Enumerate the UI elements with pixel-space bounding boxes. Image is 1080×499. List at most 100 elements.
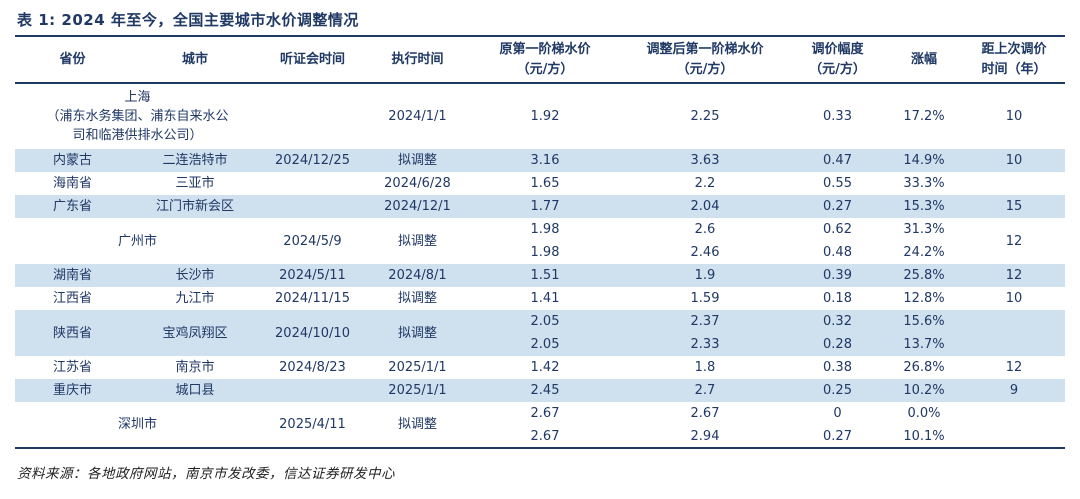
table-cell: 10.1% [903, 428, 945, 444]
table-cell: 1.9 [620, 264, 790, 287]
table-cell: 9 [963, 379, 1065, 402]
col-header-increase-pct: 涨幅 [885, 36, 963, 84]
table-cell: 2024/5/9 [283, 233, 342, 249]
table-cell [963, 402, 1065, 448]
table-cell: 24.2% [903, 245, 945, 260]
table-cell: 三亚市 [175, 176, 215, 191]
col-header-hearing-date: 听证会时间 [260, 36, 365, 84]
table-cell: 拟调整 [365, 149, 470, 172]
table-cell: 10 [1005, 291, 1023, 306]
col-header-years-since-last: 距上次调价 时间（年） [963, 36, 1065, 84]
table-cell: 2025/1/1 [365, 379, 470, 402]
col-header-province: 省份 [15, 36, 130, 84]
table-cell: 2.33 [620, 333, 790, 356]
table-cell [260, 379, 365, 402]
table-cell: 1.65 [530, 176, 560, 191]
table-cell: 2.2 [694, 176, 716, 191]
table-cell: 0.18 [823, 291, 852, 306]
table-cell: 12 [1005, 360, 1023, 375]
table-cell: 0.25 [790, 379, 885, 402]
table-cell: 江苏省 [52, 360, 92, 375]
table-cell [963, 172, 1065, 195]
table-row-chongqing: 重庆市 城口县 2025/1/1 2.45 2.7 0.25 10.2% 9 [15, 379, 1065, 402]
table-cell: 0.27 [790, 195, 885, 218]
table-cell: 12.8% [903, 291, 945, 306]
table-cell: 上海 （浦东水务集团、浦东自来水公 司和临港供排水公司） [46, 90, 229, 143]
table-cell: 长沙市 [130, 264, 260, 287]
table-row-shanghai: 上海 （浦东水务集团、浦东自来水公 司和临港供排水公司） 2024/1/1 1.… [15, 83, 1065, 149]
table-cell: 2.45 [470, 379, 620, 402]
source-note: 资料来源：各地政府网站，南京市发改委，信达证券研发中心 [17, 466, 395, 482]
table-cell: 0.47 [790, 149, 885, 172]
table-cell: 城口县 [130, 379, 260, 402]
table-cell: 九江市 [175, 291, 215, 306]
table-cell: 2024/1/1 [388, 109, 447, 124]
table-cell: 湖南省 [15, 264, 130, 287]
table-cell: 1.59 [690, 291, 720, 306]
table-cell: 拟调整 [397, 291, 437, 306]
water-price-adjustment-table: 省份 城市 听证会时间 执行时间 原第一阶梯水价 （元/方） 调整后第一阶梯水价… [15, 35, 1065, 449]
table-cell: 1.42 [530, 360, 560, 375]
table-row-shaanxi-b: 2.05 2.33 0.28 13.7% [15, 333, 1065, 356]
table-cell: 2025/1/1 [388, 360, 447, 375]
table-cell: 2.7 [620, 379, 790, 402]
table-cell: 2.46 [690, 245, 720, 260]
col-header-adjusted-price: 调整后第一阶梯水价 （元/方） [620, 36, 790, 84]
table-cell: 海南省 [52, 176, 92, 191]
table-cell: 南京市 [175, 360, 215, 375]
table-cell: 1.92 [530, 109, 560, 124]
table-cell: 13.7% [885, 333, 963, 356]
table-cell: 2.37 [620, 310, 790, 333]
table-cell: 0.38 [823, 360, 852, 375]
table-cell: 2024/8/1 [365, 264, 470, 287]
table-cell: 12 [963, 264, 1065, 287]
table-cell: 10.2% [885, 379, 963, 402]
table-cell [260, 195, 365, 218]
header-row: 省份 城市 听证会时间 执行时间 原第一阶梯水价 （元/方） 调整后第一阶梯水价… [15, 36, 1065, 84]
table-cell: 1.8 [694, 360, 716, 375]
table-cell: 15 [963, 195, 1065, 218]
table-cell: 陕西省 [15, 310, 130, 356]
table-cell: 2024/5/11 [260, 264, 365, 287]
table-cell: 广州市 [117, 233, 157, 249]
table-cell: 10 [963, 149, 1065, 172]
table-cell: 2024/10/10 [260, 310, 365, 356]
table-cell: 3.16 [470, 149, 620, 172]
table-cell: 内蒙古 [15, 149, 130, 172]
table-cell: 重庆市 [15, 379, 130, 402]
table-cell: 深圳市 [117, 417, 157, 432]
table-row-guangzhou-b: 1.98 2.46 0.48 24.2% [15, 241, 1065, 264]
table-row-guangzhou-a: 广州市 2024/5/9 拟调整 1.98 2.6 0.62 31.3% 12 [15, 218, 1065, 249]
table-cell: 江门市新会区 [130, 195, 260, 218]
table-cell: 江西省 [52, 291, 92, 306]
table-cell: 2024/12/25 [260, 149, 365, 172]
table-cell: 1.77 [470, 195, 620, 218]
table-cell: 2.05 [470, 333, 620, 356]
table-row-guangdong: 广东省 江门市新会区 2024/12/1 1.77 2.04 0.27 15.3… [15, 195, 1065, 218]
table-cell: 2024/12/1 [365, 195, 470, 218]
table-cell: 1.41 [530, 291, 560, 306]
table-cell: 0.62 [823, 222, 852, 237]
table-cell [260, 172, 365, 195]
table-cell: 15.6% [885, 310, 963, 333]
table-cell: 0.0% [907, 406, 941, 421]
table-cell: 0.55 [823, 176, 852, 191]
table-cell: 0.48 [823, 245, 852, 260]
table-cell: 2024/8/23 [279, 360, 346, 375]
table-cell: 25.8% [885, 264, 963, 287]
table-cell: 31.3% [903, 222, 945, 237]
table-cell: 1.51 [470, 264, 620, 287]
table-cell: 宝鸡凤翔区 [130, 310, 260, 356]
table-cell: 0.33 [823, 109, 852, 124]
table-cell: 0.28 [790, 333, 885, 356]
table-cell: 12 [1005, 233, 1023, 249]
table-row-jiangxi: 江西省 九江市 2024/11/15 拟调整 1.41 1.59 0.18 12… [15, 287, 1065, 310]
table-title: 表 1: 2024 年至今，全国主要城市水价调整情况 [17, 11, 359, 29]
table-cell: 2.67 [690, 406, 720, 421]
table-cell: 14.9% [885, 149, 963, 172]
table-cell: 2.04 [620, 195, 790, 218]
table-cell: 15.3% [885, 195, 963, 218]
table-cell: 0.27 [823, 428, 852, 444]
table-cell: 广东省 [15, 195, 130, 218]
table-cell: 17.2% [903, 109, 945, 124]
